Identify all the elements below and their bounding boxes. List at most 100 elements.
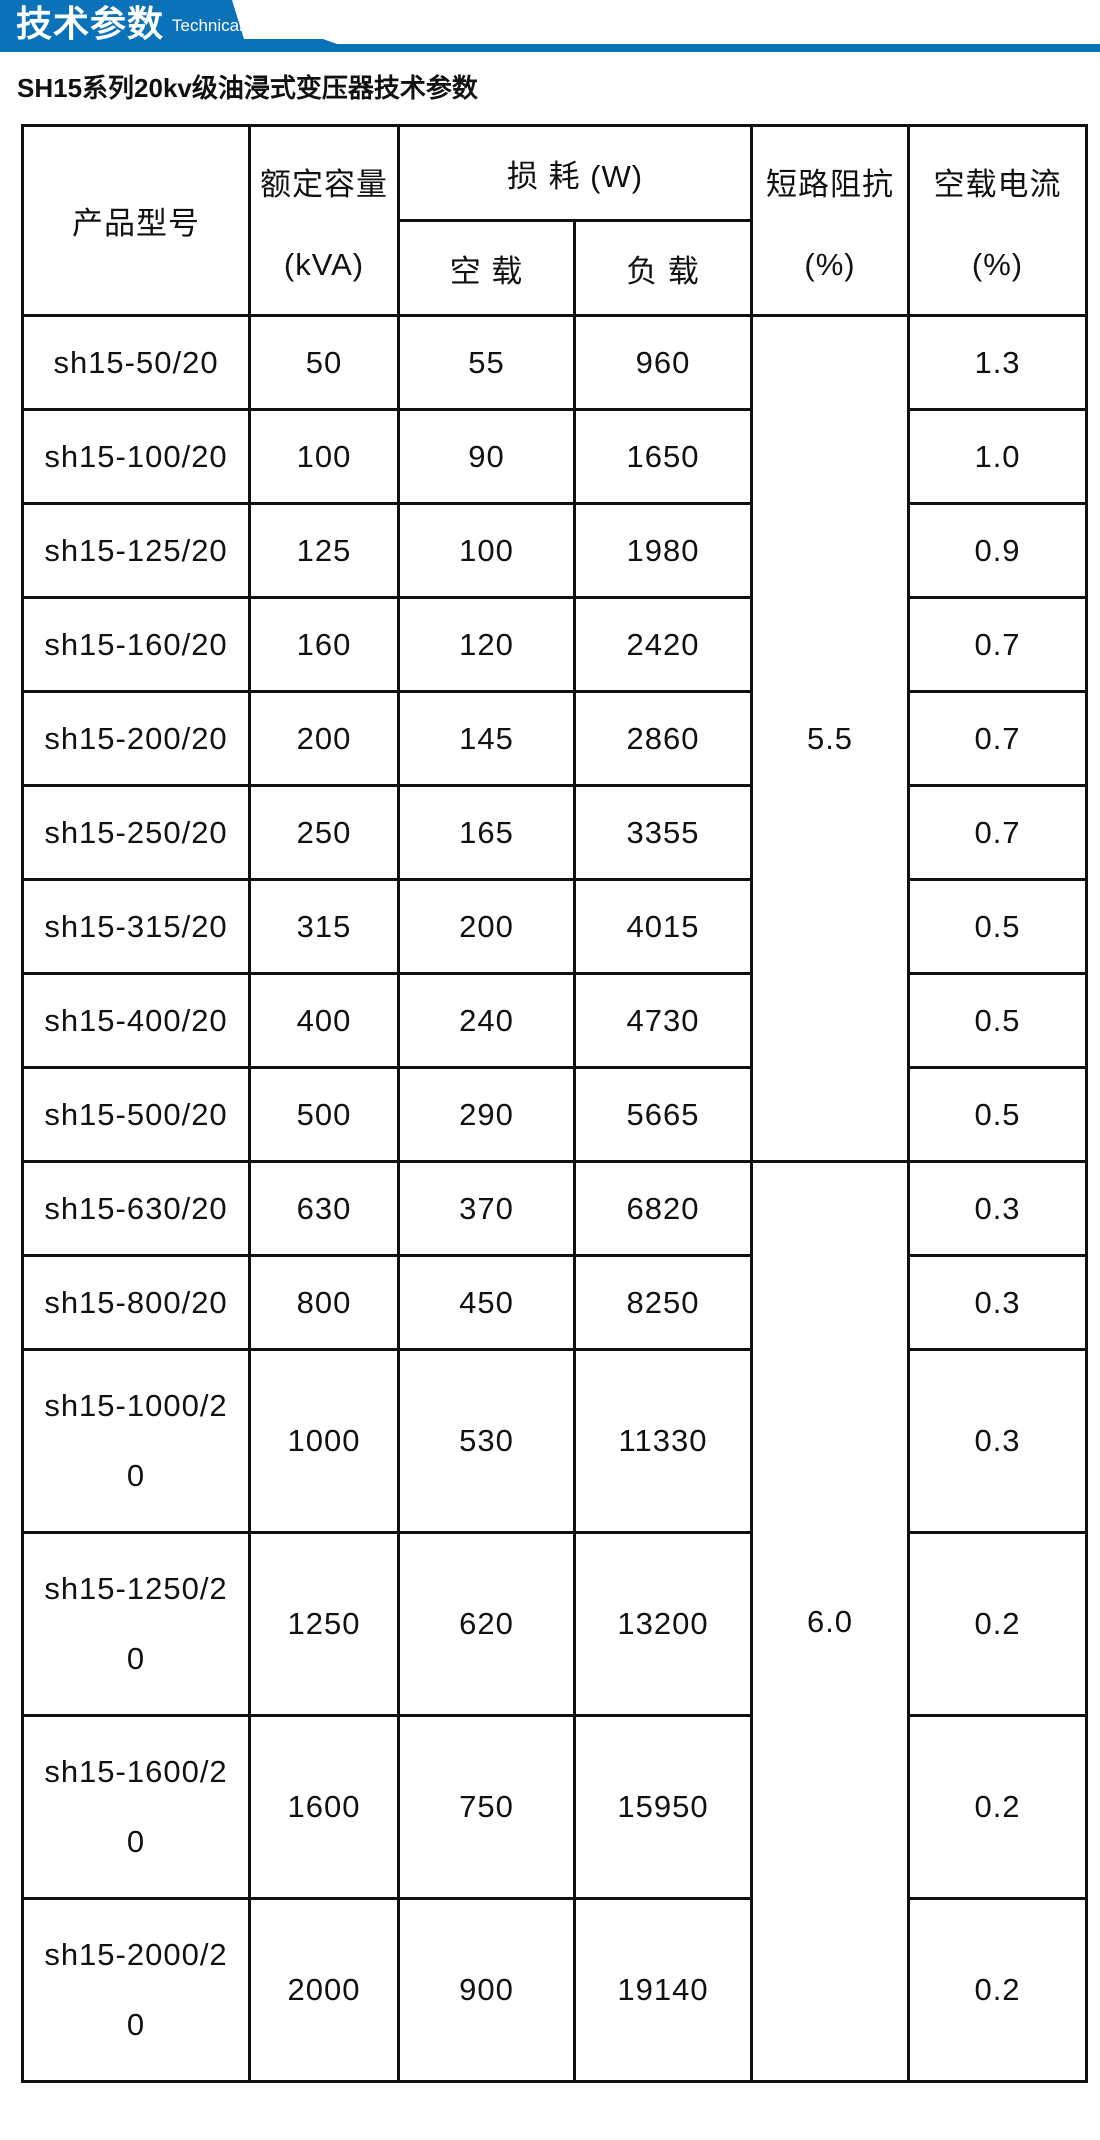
cell-no-load-loss: 240 [397, 972, 576, 1069]
cell-capacity: 500 [248, 1066, 400, 1163]
header-capacity-label: 额定容量 [260, 166, 388, 202]
cell-no-load-current: 0.9 [907, 502, 1089, 599]
cell-impedance: 6.0 [750, 1160, 911, 2083]
cell-capacity: 50 [248, 314, 400, 411]
cell-capacity: 800 [248, 1254, 400, 1351]
cell-model: sh15-100/20 [21, 408, 251, 505]
table-row: sh15-2000/20 2000 900 19140 0.2 [21, 1897, 1089, 2083]
table-title: SH15系列20kv级油浸式变压器技术参数 [17, 73, 478, 103]
cell-no-load-loss: 750 [397, 1714, 576, 1900]
section-banner: 技术参数 Technical parameter [0, 0, 1100, 52]
cell-load-loss: 13200 [572, 1531, 754, 1717]
table-row: sh15-1000/20 1000 530 11330 0.3 [21, 1348, 1089, 1534]
cell-load-loss: 3355 [572, 784, 754, 881]
table-row: sh15-100/20 100 90 1650 1.0 [21, 408, 1089, 505]
cell-no-load-current: 1.0 [907, 408, 1089, 505]
cell-load-loss: 1650 [572, 408, 754, 505]
table-row: sh15-800/20 800 450 8250 0.3 [21, 1254, 1089, 1351]
cell-capacity: 400 [248, 972, 400, 1069]
table-row: sh15-630/20 630 370 6820 6.0 0.3 [21, 1160, 1089, 2083]
cell-capacity: 160 [248, 596, 400, 693]
cell-no-load-current: 0.2 [907, 1531, 1089, 1717]
cell-no-load-loss: 100 [397, 502, 576, 599]
cell-model: sh15-2000/20 [21, 1897, 251, 2083]
cell-no-load-current: 0.5 [907, 878, 1089, 975]
cell-load-loss: 19140 [572, 1897, 754, 2083]
cell-model: sh15-1000/20 [21, 1348, 251, 1534]
cell-no-load-loss: 120 [397, 596, 576, 693]
banner-shape [0, 0, 1100, 52]
cell-capacity: 1250 [248, 1531, 400, 1717]
cell-load-loss: 6820 [572, 1160, 754, 1257]
cell-no-load-loss: 290 [397, 1066, 576, 1163]
cell-model: sh15-160/20 [21, 596, 251, 693]
header-loss: 损 耗 (W) [396, 124, 754, 222]
cell-load-loss: 2860 [572, 690, 754, 787]
cell-no-load-loss: 165 [397, 784, 576, 881]
cell-load-loss: 4015 [572, 878, 754, 975]
cell-capacity: 125 [248, 502, 400, 599]
header-no-load-current: 空载电流 (%) [907, 124, 1089, 317]
cell-load-loss: 2420 [572, 596, 754, 693]
spec-table: 产品型号 额定容量 (kVA) 损 耗 (W) 短路阻抗 (%) 空载电流 (%) 空… [21, 124, 1089, 2083]
cell-model: sh15-800/20 [21, 1254, 251, 1351]
cell-load-loss: 15950 [572, 1714, 754, 1900]
header-model: 产品型号 [21, 124, 251, 317]
table-row: sh15-315/20 315 200 4015 0.5 [21, 878, 1089, 975]
header-current-unit: (%) [971, 246, 1024, 282]
cell-no-load-loss: 90 [397, 408, 576, 505]
cell-load-loss: 5665 [572, 1066, 754, 1163]
cell-capacity: 100 [248, 408, 400, 505]
cell-model: sh15-125/20 [21, 502, 251, 599]
cell-no-load-current: 0.2 [907, 1897, 1089, 2083]
header-impedance-unit: (%) [804, 246, 856, 282]
cell-capacity: 1000 [248, 1348, 400, 1534]
table-row: sh15-1250/20 1250 620 13200 0.2 [21, 1531, 1089, 1717]
banner-title: 技术参数 [16, 3, 165, 44]
cell-capacity: 315 [248, 878, 400, 975]
cell-no-load-current: 0.3 [907, 1160, 1089, 1257]
cell-no-load-current: 0.5 [907, 1066, 1089, 1163]
cell-no-load-current: 1.3 [907, 314, 1089, 411]
cell-model: sh15-250/20 [21, 784, 251, 881]
table-row: sh15-200/20 200 145 2860 0.7 [21, 690, 1089, 787]
cell-model: sh15-500/20 [21, 1066, 251, 1163]
table-row: sh15-125/20 125 100 1980 0.9 [21, 502, 1089, 599]
header-capacity: 额定容量 (kVA) [248, 124, 400, 317]
cell-capacity: 200 [248, 690, 400, 787]
cell-load-loss: 4730 [572, 972, 754, 1069]
header-no-load-loss: 空 载 [397, 219, 576, 317]
header-capacity-unit: (kVA) [283, 246, 365, 282]
cell-load-loss: 1980 [572, 502, 754, 599]
cell-model: sh15-630/20 [21, 1160, 251, 1257]
cell-no-load-loss: 900 [397, 1897, 576, 2083]
cell-no-load-loss: 620 [397, 1531, 576, 1717]
table-row: sh15-50/20 50 55 960 5.5 1.3 [21, 314, 1089, 1163]
table-row: sh15-160/20 160 120 2420 0.7 [21, 596, 1089, 693]
cell-no-load-loss: 55 [397, 314, 576, 411]
cell-capacity: 1600 [248, 1714, 400, 1900]
cell-model: sh15-1600/20 [21, 1714, 251, 1900]
table-row: sh15-400/20 400 240 4730 0.5 [21, 972, 1089, 1069]
cell-model: sh15-1250/20 [21, 1531, 251, 1717]
cell-no-load-current: 0.3 [907, 1348, 1089, 1534]
cell-capacity: 630 [248, 1160, 400, 1257]
table-row: sh15-1600/20 1600 750 15950 0.2 [21, 1714, 1089, 1900]
cell-capacity: 250 [248, 784, 400, 881]
cell-load-loss: 960 [572, 314, 754, 411]
cell-impedance: 5.5 [750, 314, 911, 1163]
cell-no-load-loss: 530 [397, 1348, 576, 1534]
cell-no-load-current: 0.3 [907, 1254, 1089, 1351]
cell-no-load-loss: 145 [397, 690, 576, 787]
header-load-loss: 负 载 [572, 219, 754, 317]
cell-load-loss: 11330 [572, 1348, 754, 1534]
cell-no-load-loss: 200 [397, 878, 576, 975]
cell-model: sh15-315/20 [21, 878, 251, 975]
table-row: sh15-500/20 500 290 5665 0.5 [21, 1066, 1089, 1163]
cell-no-load-loss: 370 [397, 1160, 576, 1257]
table-row: sh15-250/20 250 165 3355 0.7 [21, 784, 1089, 881]
cell-model: sh15-400/20 [21, 972, 251, 1069]
cell-load-loss: 8250 [572, 1254, 754, 1351]
cell-model: sh15-50/20 [21, 314, 251, 411]
cell-no-load-current: 0.2 [907, 1714, 1089, 1900]
